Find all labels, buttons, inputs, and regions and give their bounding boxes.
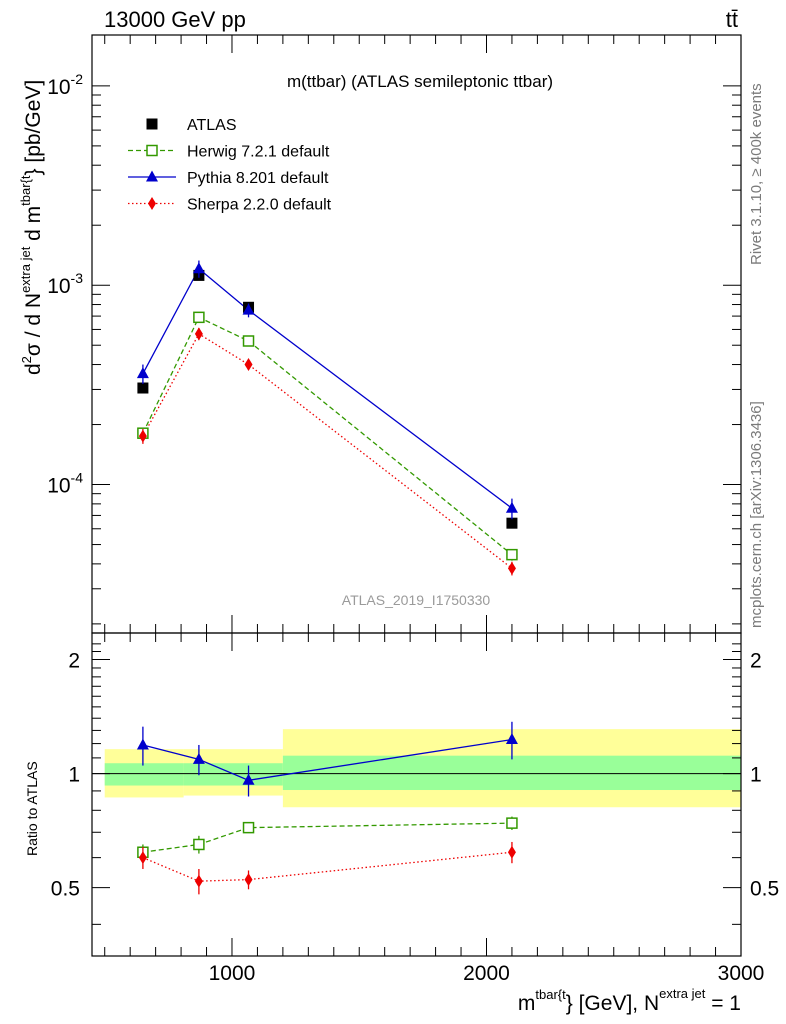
x-tick-label: 1000 bbox=[209, 962, 256, 985]
sherpa-point bbox=[138, 429, 147, 443]
y-tick-label: 10-2 bbox=[47, 71, 83, 99]
legend-pythia-label: Pythia 8.201 default bbox=[187, 170, 329, 187]
legend-sherpa-marker bbox=[148, 197, 156, 210]
pythia-ratio-line bbox=[142, 738, 513, 781]
plot-title: m(ttbar) (ATLAS semileptonic ttbar) bbox=[287, 72, 553, 91]
x-tick-label: 3000 bbox=[718, 962, 765, 985]
sherpa-ratio-point bbox=[138, 851, 147, 865]
x-tick-label: 2000 bbox=[463, 962, 510, 985]
sherpa-ratio-point bbox=[244, 873, 253, 887]
y-tick-label: 10-3 bbox=[47, 270, 83, 298]
pythia-ratio-point bbox=[505, 733, 518, 745]
pythia-point bbox=[505, 501, 518, 513]
rivet-label: Rivet 3.1.10, ≥ 400k events bbox=[748, 83, 765, 265]
ratio-data-marks bbox=[92, 721, 741, 895]
pythia-point bbox=[242, 303, 255, 315]
pythia-point bbox=[192, 262, 205, 274]
process-label: tt̄ bbox=[726, 7, 738, 32]
sherpa-point bbox=[507, 561, 516, 575]
legend-sherpa-label: Sherpa 2.2.0 default bbox=[187, 197, 332, 214]
atlas-point bbox=[137, 382, 149, 394]
y-tick-label: 10-4 bbox=[47, 470, 83, 498]
legend-herwig-label: Herwig 7.2.1 default bbox=[187, 144, 330, 161]
sherpa-ratio-point bbox=[194, 874, 203, 888]
legend: ATLAS Herwig 7.2.1 default Pythia 8.201 de… bbox=[128, 117, 332, 214]
mcplots-label: mcplots.cern.ch [arXiv:1306.3436] bbox=[748, 401, 765, 628]
sherpa-ratio-point bbox=[507, 845, 516, 859]
main-data-marks bbox=[136, 260, 518, 576]
pythia-point bbox=[136, 367, 149, 379]
y-axis-label: d2σ / d Nextra jet d mtbar{t} [pb/GeV] bbox=[18, 80, 45, 375]
main-ticks: 10-2 10-3 10-4 bbox=[47, 35, 742, 633]
legend-atlas-marker bbox=[146, 118, 158, 130]
ratio-y-tick-label: 1 bbox=[68, 764, 80, 787]
ratio-ticks: 1000 2000 3000 2 2 1 1 0.5 0.5 bbox=[51, 633, 779, 985]
herwig-line bbox=[142, 316, 513, 556]
herwig-ratio-point bbox=[506, 817, 518, 829]
pythia-line bbox=[142, 267, 513, 509]
main-plot-panel: 10-2 10-3 10-4 m(ttbar) (ATLAS semileptoni… bbox=[47, 34, 742, 634]
ratio-y-tick-label: 2 bbox=[750, 650, 762, 673]
pythia-ratio-point bbox=[136, 738, 149, 750]
herwig-point bbox=[193, 311, 205, 324]
ratio-plot-panel: 1000 2000 3000 2 2 1 1 0.5 0.5 bbox=[51, 632, 779, 985]
herwig-point bbox=[242, 335, 255, 347]
x-axis-label: mtbar{t} [GeV], Nextra jet = 1 bbox=[518, 986, 741, 1015]
pythia-ratio-point bbox=[192, 752, 205, 764]
herwig-ratio-line bbox=[142, 822, 512, 853]
herwig-ratio-point bbox=[193, 838, 205, 851]
legend-herwig-marker bbox=[146, 144, 158, 157]
legend-pythia-marker bbox=[146, 170, 158, 182]
ratio-y-tick-label: 2 bbox=[68, 650, 80, 673]
herwig-ratio-point bbox=[242, 821, 255, 834]
sherpa-line bbox=[142, 332, 513, 569]
ratio-y-tick-label: 1 bbox=[750, 764, 762, 787]
analysis-id-label: ATLAS_2019_I1750330 bbox=[342, 592, 491, 608]
energy-label: 13000 GeV pp bbox=[104, 7, 246, 32]
ratio-y-axis-label: Ratio to ATLAS bbox=[24, 761, 40, 856]
pythia-ratio-point bbox=[242, 773, 255, 785]
herwig-point bbox=[506, 548, 518, 561]
ratio-plot-frame bbox=[91, 632, 742, 957]
ratio-band-inner bbox=[282, 755, 741, 791]
ratio-band-inner bbox=[104, 763, 184, 786]
sherpa-point bbox=[194, 327, 203, 341]
ratio-y-tick-label: 0.5 bbox=[750, 878, 779, 901]
legend-atlas-label: ATLAS bbox=[187, 117, 237, 134]
atlas-point bbox=[506, 517, 518, 529]
ratio-y-tick-label: 0.5 bbox=[51, 878, 80, 901]
sherpa-point bbox=[244, 358, 253, 372]
